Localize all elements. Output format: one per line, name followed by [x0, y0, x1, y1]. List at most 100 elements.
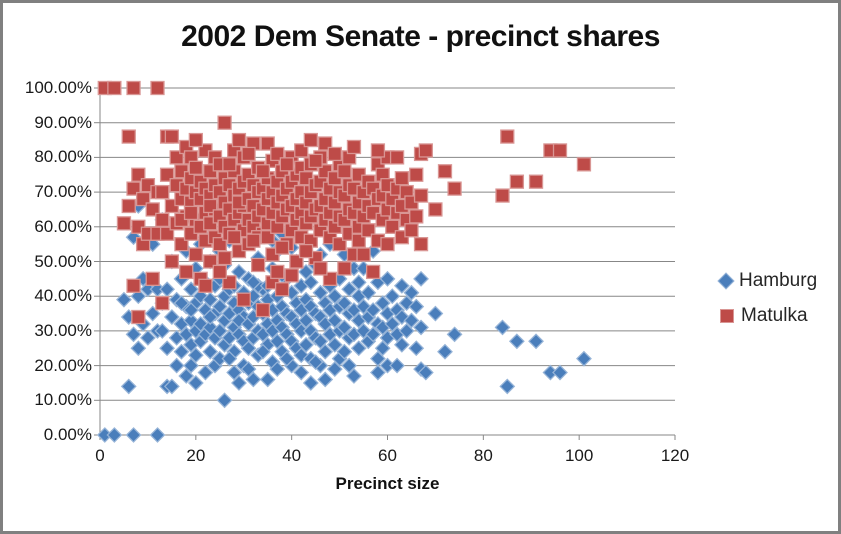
y-tick-label: 10.00% — [34, 390, 92, 410]
hamburg-point — [413, 270, 429, 287]
matulka-point — [528, 174, 544, 189]
hamburg-point — [120, 378, 137, 395]
matulka-point — [217, 115, 232, 130]
matulka-point — [164, 254, 180, 269]
matulka-point — [250, 257, 266, 273]
hamburg-point — [427, 305, 444, 322]
matulka-point — [212, 264, 227, 280]
matulka-point — [318, 136, 333, 151]
hamburg-point — [374, 340, 391, 357]
hamburg-point — [159, 340, 176, 357]
hamburg-point — [398, 295, 415, 312]
y-tick-label: 70.00% — [34, 182, 92, 202]
hamburg-point — [163, 378, 180, 395]
hamburg-point — [302, 375, 319, 391]
hamburg-point — [163, 309, 180, 325]
matulka-point — [203, 254, 218, 269]
hamburg-point — [173, 295, 190, 312]
matulka-point — [389, 150, 405, 165]
y-tick-label: 90.00% — [34, 112, 92, 132]
hamburg-point — [317, 343, 334, 360]
hamburg-point — [384, 288, 401, 305]
hamburg-point — [183, 312, 199, 329]
hamburg-point — [178, 368, 195, 384]
matulka-point — [121, 198, 136, 214]
matulka-point — [270, 264, 285, 280]
hamburg-point — [446, 326, 463, 343]
matulka-point — [159, 167, 175, 182]
x-axis-title: Precinct size — [335, 474, 440, 493]
matulka-point — [188, 132, 203, 148]
y-tick-label: 50.00% — [34, 251, 92, 271]
matulka-point — [322, 271, 338, 287]
hamburg-point — [408, 340, 425, 357]
x-tick-label: 120 — [660, 446, 690, 465]
hamburg-point — [384, 316, 401, 332]
x-tick-label: 20 — [186, 446, 206, 465]
hamburg-point — [369, 364, 386, 381]
hamburg-point — [183, 357, 199, 374]
x-tick-label: 40 — [282, 446, 302, 465]
matulka-point — [145, 271, 160, 287]
matulka-point — [270, 146, 285, 162]
hamburg-point — [259, 371, 276, 388]
x-tick-label: 100 — [564, 446, 594, 465]
matulka-point — [303, 132, 318, 148]
hamburg-point — [389, 357, 406, 374]
hamburg-point — [336, 343, 353, 360]
hamburg-point — [231, 263, 247, 280]
matulka-point — [409, 209, 424, 224]
legend-item-matulka: Matulka — [720, 304, 817, 328]
hamburg-point — [398, 322, 415, 339]
legend: Hamburg Matulka — [717, 269, 817, 339]
matulka-point — [236, 292, 251, 307]
hamburg-point — [231, 375, 247, 391]
matulka-point — [274, 240, 290, 255]
hamburg-point — [360, 284, 377, 301]
hamburg-point — [302, 274, 319, 291]
hamburg-point — [365, 302, 382, 318]
matulka-point — [346, 139, 362, 155]
hamburg-point — [528, 333, 544, 350]
hamburg-point — [149, 427, 166, 443]
hamburg-point — [226, 364, 243, 381]
hamburg-point — [202, 309, 219, 325]
matulka-point — [413, 188, 429, 203]
hamburg-point — [173, 343, 190, 360]
hamburg-point — [130, 340, 147, 357]
y-tick-label: 30.00% — [34, 320, 92, 340]
matulka-point — [274, 282, 290, 297]
hamburg-point — [106, 427, 123, 443]
hamburg-point — [336, 319, 353, 336]
hamburg-point — [499, 378, 516, 395]
hamburg-point — [317, 371, 334, 388]
hamburg-point — [187, 375, 204, 391]
hamburg-point — [211, 322, 228, 339]
matulka-point — [227, 230, 242, 245]
hamburg-point — [341, 357, 358, 374]
y-tick-label: 80.00% — [34, 147, 92, 167]
hamburg-point — [159, 281, 176, 298]
matulka-point — [313, 261, 328, 276]
matulka-point — [145, 202, 160, 217]
hamburg-point — [355, 298, 372, 315]
matulka-point — [150, 80, 165, 96]
matulka-point — [332, 236, 347, 252]
hamburg-point — [125, 326, 142, 343]
hamburg-point — [508, 333, 525, 350]
hamburg-point — [393, 336, 410, 353]
hamburg-point — [298, 336, 314, 353]
x-tick-label: 80 — [473, 446, 493, 465]
matulka-point — [246, 233, 261, 248]
matulka-point — [222, 157, 237, 172]
matulka-point — [404, 223, 419, 238]
hamburg-point — [326, 312, 343, 329]
square-icon — [720, 309, 734, 323]
matulka-point — [327, 146, 342, 162]
matulka-point — [495, 188, 510, 203]
matulka-point — [337, 261, 352, 276]
hamburg-point — [116, 291, 132, 308]
hamburg-point — [326, 288, 343, 305]
matulka-point — [131, 167, 146, 182]
